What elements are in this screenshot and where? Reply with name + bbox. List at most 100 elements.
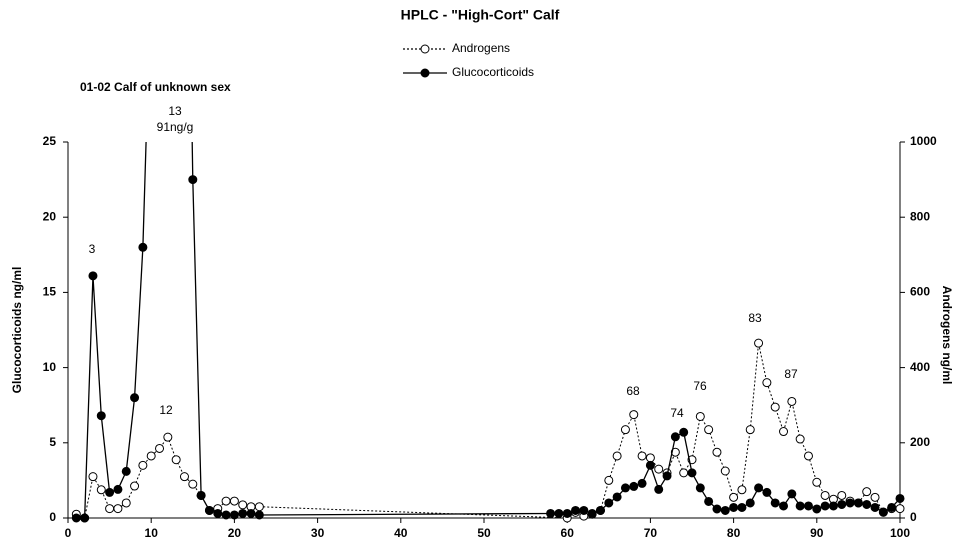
data-point [737,502,747,512]
data-point [862,499,872,509]
y2-axis-label: Androgens ng/ml [940,286,954,385]
chart-subtitle: 01-02 Calf of unknown sex [80,80,231,94]
data-point [629,481,639,491]
data-point [637,451,647,461]
data-point [812,477,822,487]
data-point [762,378,772,388]
y-tick-label: 10 [43,360,57,374]
x-tick-label: 50 [477,526,491,540]
data-point [612,492,622,502]
data-point [770,498,780,508]
data-point [704,425,714,435]
data-point [737,485,747,495]
data-point [88,472,98,482]
x-tick-label: 60 [561,526,575,540]
legend-marker [420,68,430,78]
data-point [171,455,181,465]
data-point [654,484,664,494]
data-point [105,504,115,514]
data-point [803,451,813,461]
data-point [579,505,589,515]
data-point [562,508,572,518]
data-point [754,483,764,493]
annotation: 83 [748,311,762,325]
data-point [812,504,822,514]
data-point [629,410,639,420]
data-point [695,411,705,421]
data-point [779,427,789,437]
data-point [612,451,622,461]
data-point [113,504,123,514]
x-tick-label: 0 [65,526,72,540]
data-point [130,393,140,403]
data-point [837,490,847,500]
data-point [853,498,863,508]
data-point [820,490,830,500]
data-point [155,443,165,453]
data-point [213,508,223,518]
data-point [146,451,156,461]
data-point [695,483,705,493]
data-point [712,504,722,514]
data-point [238,500,248,510]
x-tick-label: 90 [810,526,824,540]
data-point [88,271,98,281]
data-point [71,513,81,523]
y-tick-label: 20 [43,209,57,223]
data-point [654,464,664,474]
x-tick-label: 80 [727,526,741,540]
data-point [687,468,697,478]
data-point [645,460,655,470]
data-point [138,460,148,470]
data-point [221,510,231,520]
data-point [163,432,173,442]
data-point [870,492,880,502]
annotation: 3 [89,242,96,256]
data-point [870,502,880,512]
data-point [895,493,905,503]
y2-tick-label: 1000 [910,134,937,148]
data-point [762,487,772,497]
data-point [105,487,115,497]
data-point [130,481,140,491]
data-point [729,492,739,502]
y2-tick-label: 600 [910,285,930,299]
data-point [188,175,198,185]
x-tick-label: 10 [145,526,159,540]
data-point [712,447,722,457]
data-point [229,510,239,520]
data-point [662,471,672,481]
data-point [754,338,764,348]
data-point [795,434,805,444]
data-point [779,501,789,511]
data-point [679,427,689,437]
legend-label: Androgens [452,41,510,55]
legend-marker [420,44,430,54]
data-point [96,411,106,421]
x-tick-label: 70 [644,526,658,540]
y-axis-label: Glucocorticoids ng/ml [10,267,24,394]
data-point [179,472,189,482]
chart-title: HPLC - "High-Cort" Calf [401,7,560,23]
annotation: 76 [693,379,707,393]
data-point [679,468,689,478]
y-tick-label: 5 [49,435,56,449]
data-point [96,485,106,495]
data-point [720,466,730,476]
x-tick-label: 20 [228,526,242,540]
data-point [238,508,248,518]
data-point [670,432,680,442]
data-point [604,498,614,508]
annotation: 87 [784,367,798,381]
data-point [770,402,780,412]
data-point [787,489,797,499]
x-tick-label: 100 [890,526,910,540]
y-tick-label: 15 [43,285,57,299]
data-point [546,508,556,518]
data-point [862,487,872,497]
data-point [645,453,655,463]
data-point [845,498,855,508]
legend-label: Glucocorticoids [452,65,534,79]
data-point [254,502,264,512]
data-point [828,501,838,511]
